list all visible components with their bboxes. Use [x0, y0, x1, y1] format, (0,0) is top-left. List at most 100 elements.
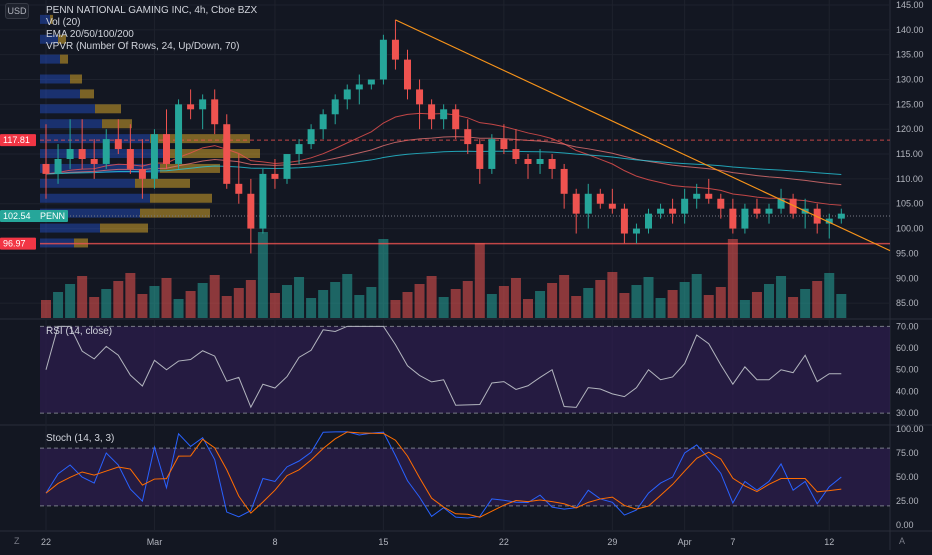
vpvr-down-bar	[100, 223, 148, 233]
price-tick-label: 105.00	[896, 199, 924, 209]
candle-body	[669, 208, 677, 214]
rsi-tick-label: 30.00	[896, 408, 919, 418]
volume-bar	[65, 284, 76, 318]
rsi-title[interactable]: RSI (14, close)	[46, 326, 113, 337]
candle-body	[331, 99, 339, 115]
volume-bar	[739, 300, 750, 318]
vpvr-up-bar	[40, 208, 140, 218]
volume-bar	[727, 239, 738, 318]
candle-body	[187, 104, 195, 110]
volume-bar	[113, 281, 124, 318]
candle-body	[355, 84, 363, 90]
stoch-d-line	[45, 431, 842, 518]
price-tick-label: 90.00	[896, 273, 919, 283]
currency-badge[interactable]: USD	[5, 3, 29, 19]
volume-bar	[149, 286, 160, 318]
candle-body	[681, 198, 689, 214]
candle-body	[693, 193, 701, 199]
stoch-title[interactable]: Stoch (14, 3, 3)	[46, 433, 115, 444]
price-tick-label: 125.00	[896, 99, 924, 109]
volume-bar	[474, 243, 485, 318]
candle-body	[114, 139, 122, 150]
vpvr-down-bar	[140, 208, 210, 218]
price-badge	[0, 209, 68, 222]
candle-body	[199, 99, 207, 110]
price-tick-label: 95.00	[896, 248, 919, 258]
volume-bar	[559, 275, 570, 318]
ema-100-line	[45, 150, 842, 175]
time-tick-label: 12	[824, 537, 834, 547]
candle-body	[259, 173, 267, 229]
candle-body	[500, 139, 508, 150]
candle-body	[548, 159, 556, 169]
stoch-tick-label: 50.00	[896, 472, 919, 482]
candle-body	[66, 149, 74, 159]
price-badge	[0, 134, 36, 147]
candle-body	[560, 168, 568, 194]
volume-bar	[510, 278, 521, 318]
vpvr-down-bar	[80, 89, 94, 99]
volume-bar	[137, 294, 148, 318]
volume-bar	[824, 273, 835, 318]
stoch-tick-label: 100.00	[896, 424, 924, 434]
vpvr-up-bar	[40, 178, 135, 188]
candle-body	[42, 163, 50, 174]
time-tick-label: 22	[499, 537, 509, 547]
candle-body	[307, 129, 315, 145]
vpvr-up-bar	[40, 54, 60, 64]
volume-bar	[836, 294, 847, 318]
volume-bar	[161, 278, 172, 318]
candle-body	[126, 149, 134, 169]
volume-bar	[185, 291, 196, 318]
ema-label[interactable]: EMA 20/50/100/200	[46, 29, 134, 40]
stoch-band	[40, 448, 890, 506]
descending-trendline	[395, 19, 891, 252]
candle-body	[416, 89, 424, 105]
price-badge	[0, 237, 36, 250]
vpvr-down-bar	[50, 14, 53, 24]
candle-body	[705, 193, 713, 199]
candle-body	[620, 208, 628, 234]
volume-bar	[366, 287, 377, 318]
vpvr-down-bar	[60, 54, 68, 64]
volume-bar	[607, 272, 618, 318]
volume-bar	[691, 274, 702, 318]
volume-bar	[535, 291, 546, 318]
volume-bar	[342, 274, 353, 318]
auto-scale-icon[interactable]: A	[899, 536, 906, 546]
vpvr-up-bar	[40, 14, 50, 24]
volume-bar	[197, 283, 208, 318]
rsi-tick-label: 70.00	[896, 321, 919, 331]
volume-bar	[426, 276, 437, 318]
volume-bar	[751, 292, 762, 318]
volume-bar	[547, 283, 558, 318]
time-tick-label: 22	[41, 537, 51, 547]
chart-title: PENN NATIONAL GAMING INC, 4h, Cboe BZX	[46, 5, 258, 16]
volume-bar	[378, 239, 389, 318]
trendline	[395, 19, 891, 252]
price-badge-label: 102.54	[3, 211, 31, 221]
candle-body	[645, 213, 652, 229]
vol-label[interactable]: Vol (20)	[46, 17, 81, 28]
candle-body	[765, 208, 773, 214]
candle-body	[512, 149, 520, 159]
volume-bar	[257, 232, 268, 318]
volume-bar	[53, 292, 64, 318]
volume-bar	[390, 300, 401, 318]
vpvr-label[interactable]: VPVR (Number Of Rows, 24, Up/Down, 70)	[46, 41, 240, 52]
vpvr-down-bar	[150, 193, 212, 203]
candle-body	[283, 154, 291, 179]
volume-bar	[402, 292, 413, 318]
rsi-band	[40, 326, 890, 414]
time-tick-label: Apr	[678, 537, 692, 547]
volume-bar	[486, 294, 497, 318]
candle-body	[753, 208, 761, 214]
vpvr-up-bar	[40, 119, 102, 129]
timezone-icon[interactable]: Z	[14, 536, 20, 546]
volume-bar	[679, 282, 690, 318]
volume-bar	[764, 284, 774, 318]
candle-body	[524, 159, 532, 164]
candle-body	[584, 193, 592, 214]
